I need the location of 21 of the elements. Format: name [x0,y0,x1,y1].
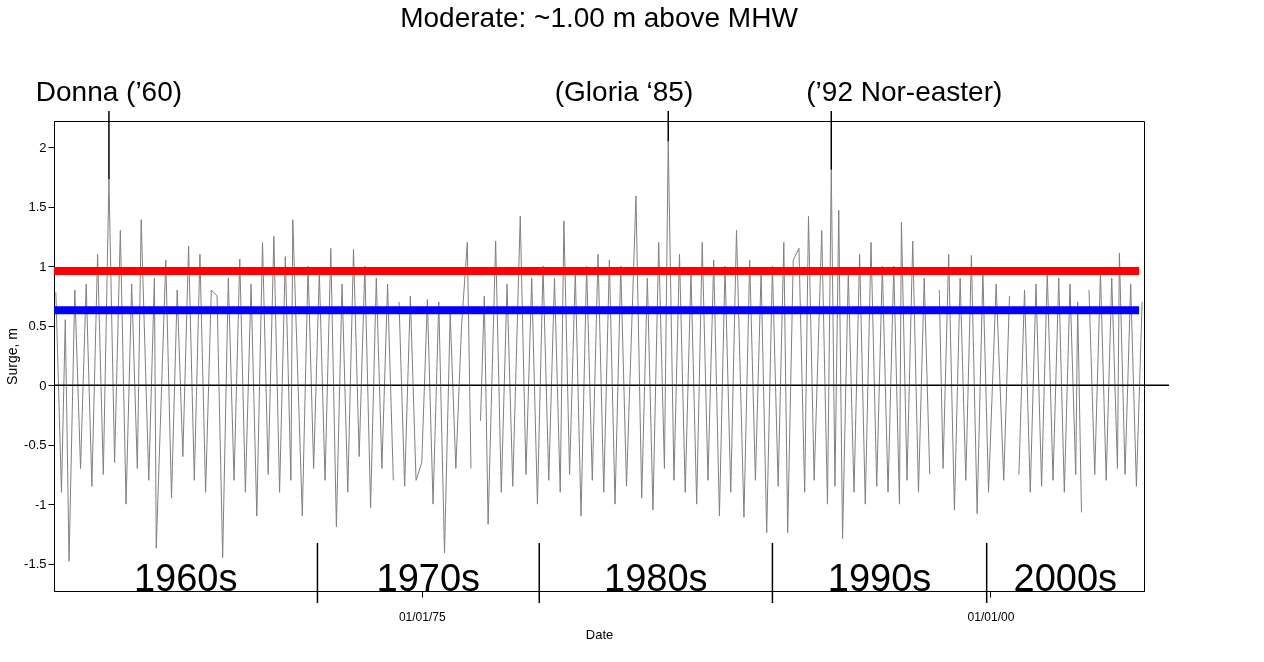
y-tick-label: 1 [39,258,47,274]
y-tick-label: 2 [39,139,47,155]
annotation: 1980s [604,557,708,599]
y-tick-label: 0 [39,377,47,393]
x-tick-label: 01/01/00 [967,609,1015,624]
y-tick-label: -1.5 [24,556,47,572]
annotation: (Gloria ‘85) [554,76,694,107]
annotation: 1970s [376,557,481,599]
x-tick-label: 01/01/75 [398,609,446,624]
y-tick-label: -0.5 [24,437,47,453]
annotation: 1990s [827,557,932,599]
y-tick-label: 1.5 [28,199,47,215]
chart-title: Moderate: ~1.00 m above MHW [400,2,799,33]
annotation: 1960s [133,557,238,599]
y-tick-label: -1 [34,496,47,512]
annotation: 2000s [1013,557,1118,599]
x-axis-title: Date [585,626,614,642]
y-axis-title: Surge, m [4,328,21,385]
annotation: Donna (’60) [35,76,183,107]
annotation: (’92 Nor-easter) [806,76,1003,107]
y-tick-label: 0.5 [28,318,47,334]
